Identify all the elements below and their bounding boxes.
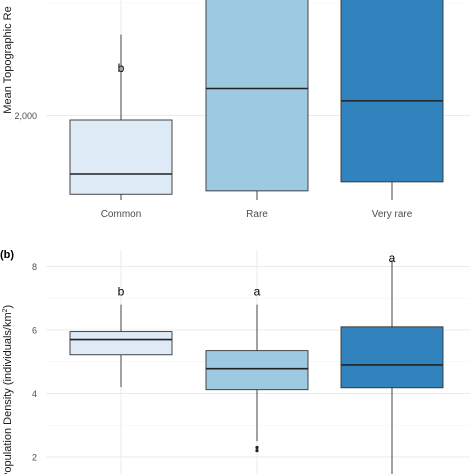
box-iqr [205,0,309,192]
outlier-point [255,449,259,453]
box-rare: a [205,285,309,453]
x-tick-label: Rare [246,209,268,220]
box-iqr [69,331,173,356]
y-axis-label-superscript: 2 [2,308,9,312]
outlier-point [255,445,259,450]
panel-label: (b) [0,249,14,261]
box-rare: Rare [205,0,309,220]
y-tick-label: 4 [32,389,37,399]
box-very-rare: Very rare [340,0,444,220]
box-common: b Common [69,34,173,220]
significance-letter: b [118,285,125,299]
y-axis-label: an Population Density (individuals/km2) [2,305,14,474]
y-tick-label: 2 [32,453,37,463]
x-tick-label: Very rare [372,209,413,220]
box-iqr [205,350,309,391]
y-axis-label-main: an Population Density (individuals/km [2,312,14,474]
y-axis-label-main: Mean Topographic Re [2,6,14,113]
y-axis-label: Mean Topographic Re [2,6,14,113]
panel-b: 2 4 6 8 an Population Density (individuals/k… [0,249,470,474]
y-tick-label: 8 [32,262,37,272]
box-common: b [69,285,173,388]
box-iqr [69,119,173,195]
significance-letter: a [389,251,396,265]
y-tick-label: 2,000 [14,111,37,121]
y-axis-label-end: ) [2,305,14,309]
significance-letter: b [118,61,125,75]
box-very-rare: a [340,251,444,474]
y-tick-label: 6 [32,326,37,336]
significance-letter: a [254,285,261,299]
box-iqr [340,326,444,389]
box-iqr [340,0,444,183]
x-tick-label: Common [101,209,142,220]
